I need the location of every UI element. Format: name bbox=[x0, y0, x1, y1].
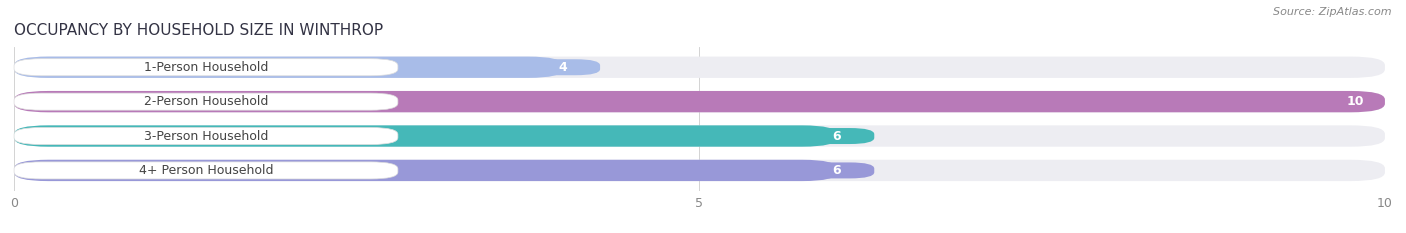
Text: 6: 6 bbox=[832, 164, 841, 177]
FancyBboxPatch shape bbox=[14, 59, 398, 76]
Text: 2-Person Household: 2-Person Household bbox=[143, 95, 269, 108]
Text: Source: ZipAtlas.com: Source: ZipAtlas.com bbox=[1274, 7, 1392, 17]
FancyBboxPatch shape bbox=[14, 91, 1385, 112]
FancyBboxPatch shape bbox=[14, 93, 398, 110]
FancyBboxPatch shape bbox=[14, 162, 398, 179]
FancyBboxPatch shape bbox=[14, 160, 1385, 181]
FancyBboxPatch shape bbox=[799, 128, 875, 144]
FancyBboxPatch shape bbox=[14, 160, 837, 181]
FancyBboxPatch shape bbox=[799, 162, 875, 178]
Text: 4: 4 bbox=[558, 61, 567, 74]
FancyBboxPatch shape bbox=[14, 127, 398, 144]
FancyBboxPatch shape bbox=[14, 125, 837, 147]
Text: 3-Person Household: 3-Person Household bbox=[143, 130, 269, 143]
Text: 4+ Person Household: 4+ Person Household bbox=[139, 164, 273, 177]
FancyBboxPatch shape bbox=[14, 91, 1385, 112]
FancyBboxPatch shape bbox=[14, 125, 1385, 147]
Text: 10: 10 bbox=[1347, 95, 1364, 108]
Text: 1-Person Household: 1-Person Household bbox=[143, 61, 269, 74]
FancyBboxPatch shape bbox=[524, 59, 600, 75]
Text: 6: 6 bbox=[832, 130, 841, 143]
FancyBboxPatch shape bbox=[14, 57, 562, 78]
FancyBboxPatch shape bbox=[14, 57, 1385, 78]
Text: OCCUPANCY BY HOUSEHOLD SIZE IN WINTHROP: OCCUPANCY BY HOUSEHOLD SIZE IN WINTHROP bbox=[14, 24, 384, 38]
